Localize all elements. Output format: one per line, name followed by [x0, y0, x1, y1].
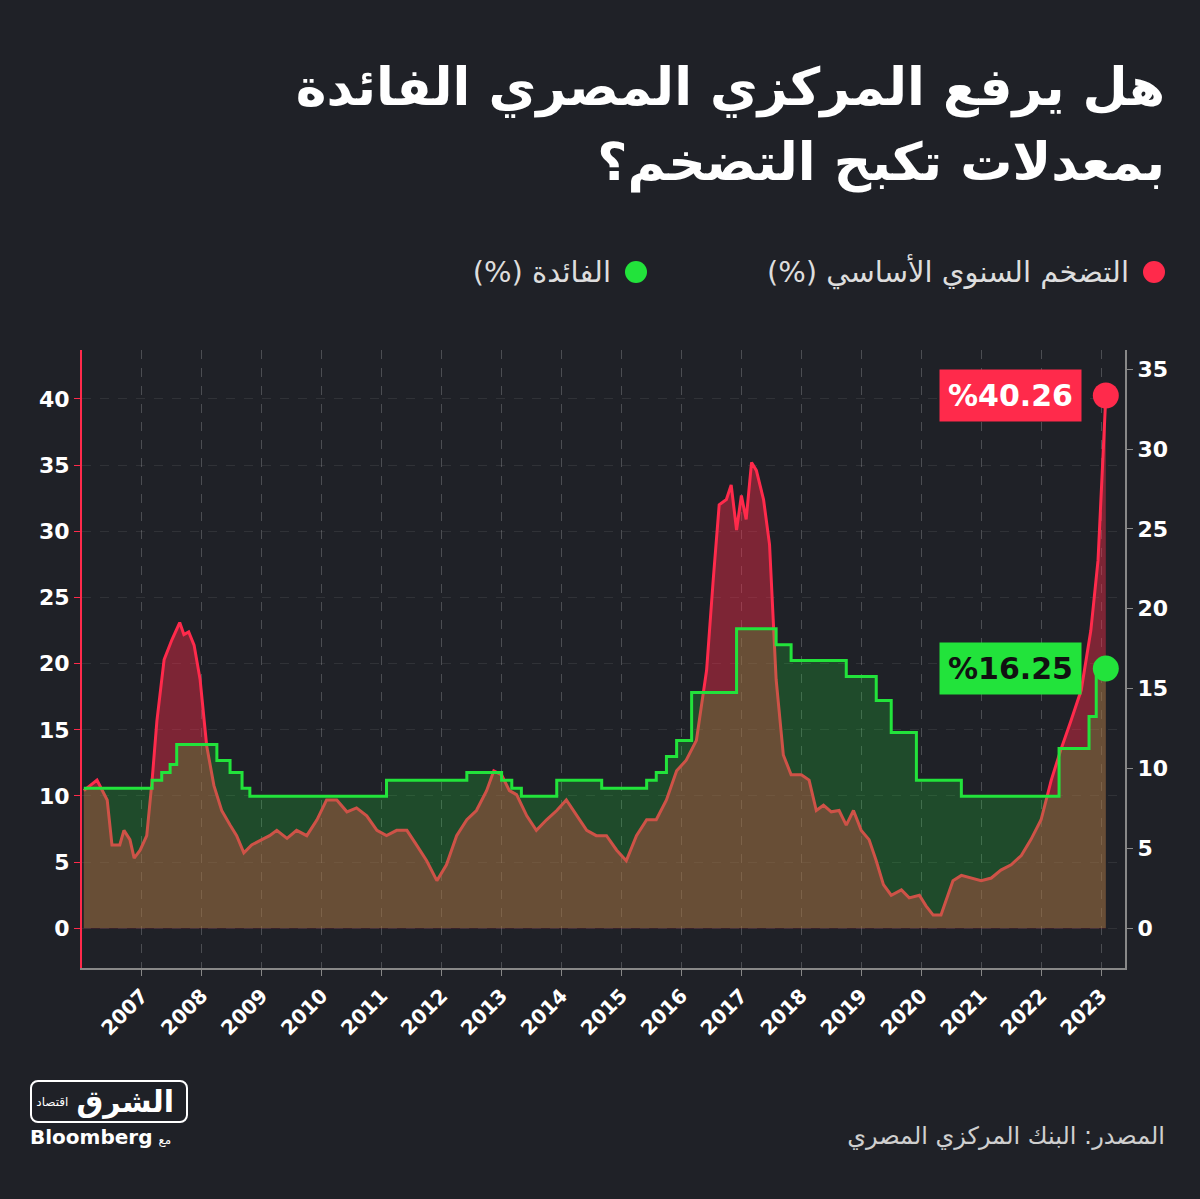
svg-text:2021: 2021 [935, 984, 991, 1040]
svg-text:10: 10 [1137, 756, 1168, 781]
svg-text:15: 15 [1137, 676, 1168, 701]
svg-text:30: 30 [1137, 437, 1168, 462]
svg-text:25: 25 [1137, 517, 1168, 542]
svg-text:40: 40 [39, 387, 70, 412]
svg-text:2020: 2020 [875, 984, 931, 1040]
svg-text:2013: 2013 [456, 984, 512, 1040]
svg-text:15: 15 [39, 718, 70, 743]
svg-text:5: 5 [54, 850, 69, 875]
svg-text:35: 35 [39, 453, 70, 478]
svg-text:2008: 2008 [156, 984, 212, 1040]
html-text:هل يرفع المركزي المصري الفائدة: هل يرفع المركزي المصري الفائدة [295, 57, 1165, 117]
svg-text:2016: 2016 [636, 984, 692, 1040]
svg-text:2018: 2018 [756, 984, 812, 1040]
svg-text:0: 0 [54, 916, 69, 941]
svg-text:0: 0 [1137, 916, 1152, 941]
svg-text:25: 25 [39, 585, 70, 610]
html-text:المصدر: البنك المركزي المصري: المصدر: البنك المركزي المصري [847, 1122, 1165, 1150]
svg-text:2007: 2007 [96, 984, 152, 1040]
html-text:اقتصاد: اقتصاد [36, 1094, 69, 1109]
html-text:الفائدة (%): الفائدة (%) [472, 255, 611, 289]
html-text:الشرق: الشرق [76, 1084, 174, 1119]
svg-text:10: 10 [39, 784, 70, 809]
svg-text:2023: 2023 [1055, 984, 1111, 1040]
svg-text:2009: 2009 [216, 984, 272, 1040]
svg-text:2012: 2012 [396, 984, 452, 1040]
svg-text:2014: 2014 [516, 984, 572, 1040]
svg-text:2010: 2010 [276, 984, 332, 1040]
svg-text:35: 35 [1137, 357, 1168, 382]
svg-text:20: 20 [39, 651, 70, 676]
svg-text:2015: 2015 [576, 984, 632, 1040]
svg-text:20: 20 [1137, 596, 1168, 621]
html-text:بمعدلات تكبح التضخم؟: بمعدلات تكبح التضخم؟ [597, 132, 1165, 193]
svg-text:2017: 2017 [696, 984, 752, 1040]
svg-text:30: 30 [39, 519, 70, 544]
svg-text:2022: 2022 [995, 984, 1051, 1040]
svg-text:5: 5 [1137, 836, 1152, 861]
svg-text:%16.25: %16.25 [948, 651, 1073, 686]
svg-text:2011: 2011 [336, 984, 392, 1040]
html-text:التضخم السنوي الأساسي (%): التضخم السنوي الأساسي (%) [767, 255, 1129, 289]
html-text:Bloomberg مع: Bloomberg مع [30, 1125, 172, 1149]
svg-text:2019: 2019 [816, 984, 872, 1040]
svg-text:%40.26: %40.26 [948, 378, 1073, 413]
